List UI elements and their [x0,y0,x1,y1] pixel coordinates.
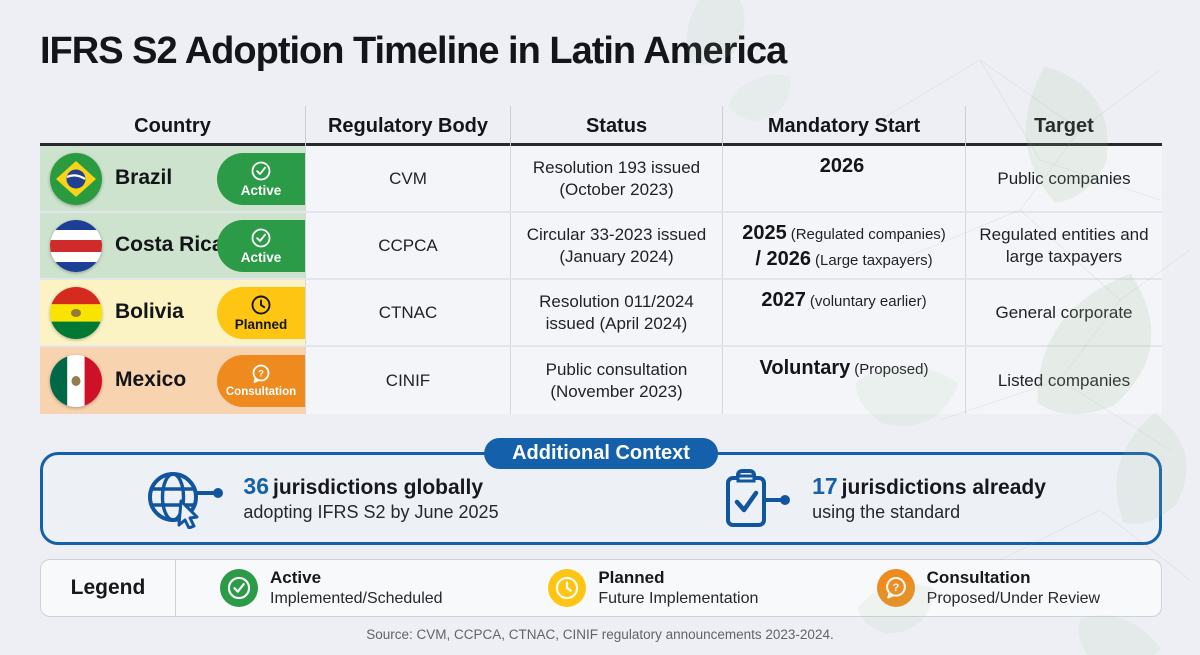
country-name: Brazil [115,166,173,190]
check-circle-icon [220,569,258,607]
context-heading: jurisdictions globally [273,476,484,500]
legend-item-title: Planned [598,568,665,588]
mexico-flag-icon [50,354,102,407]
target-cell: General corporate [965,280,1162,345]
regulatory-body-cell: CINIF [305,347,510,414]
status-badge-label: Consultation [225,385,297,398]
table-row-costa-rica: Costa Rica Active CCPCA Circular 33-2023… [40,213,1162,280]
legend-bar: Legend Active Implemented/Scheduled Plan… [40,559,1162,617]
country-name: Bolivia [115,300,184,324]
mandatory-start-cell: 2025 (Regulated companies) / 2026 (Large t… [722,213,965,278]
clock-icon [548,569,587,607]
status-cell: Public consultation (November 2023) [510,347,722,414]
legend-item-desc: Future Implementation [598,589,759,607]
legend-item-title: Active [270,568,322,588]
question-bubble-icon: ? [252,364,270,383]
legend-item-desc: Implemented/Scheduled [270,589,443,607]
status-badge: Active [217,152,305,205]
status-badge-label: Active [240,182,282,198]
status-badge: Active [217,219,305,272]
context-text: 36 jurisdictions globally adopting IFRS S… [243,473,498,524]
header-regulatory-body: Regulatory Body [305,106,510,146]
legend-item-active: Active Implemented/Scheduled [176,560,504,616]
context-subtext: adopting IFRS S2 by June 2025 [243,502,499,523]
legend-item-title: Consultation [926,568,1031,588]
legend-items: Active Implemented/Scheduled Planned Fut… [176,560,1161,616]
adoption-table: Country Regulatory Body Status Mandatory… [40,106,1162,414]
country-cell: Brazil Active [40,146,305,211]
status-badge: ? Consultation [217,354,305,407]
table-header-row: Country Regulatory Body Status Mandatory… [40,106,1162,146]
header-target: Target [965,106,1162,146]
country-cell: Mexico ? Consultation [40,347,305,414]
table-row-bolivia: Bolivia Planned CTNAC Resolution 011/202… [40,280,1162,347]
context-item-standard: 17 jurisdictions already using the standa… [601,468,1159,529]
status-cell: Resolution 193 issued (October 2023) [510,146,722,211]
clock-icon [251,295,271,315]
context-item-global: 36 jurisdictions globally adopting IFRS S… [43,469,601,529]
status-cell: Circular 33-2023 issued (January 2024) [510,213,722,278]
page-title: IFRS S2 Adoption Timeline in Latin Ameri… [40,30,787,72]
country-name: Costa Rica [115,233,224,257]
status-cell: Resolution 011/2024 issued (April 2024) [510,280,722,345]
table-row-brazil: Brazil Active CVM Resolution 193 issued(… [40,146,1162,213]
regulatory-body-cell: CCPCA [305,213,510,278]
check-circle-icon [251,161,271,181]
country-cell: Bolivia Planned [40,280,305,345]
country-name: Mexico [115,368,187,392]
globe-cursor-icon [148,471,224,529]
bolivia-flag-icon [50,286,102,339]
regulatory-body-cell: CVM [305,146,510,211]
context-number: 36 [243,473,269,500]
additional-context-badge: Additional Context [484,438,718,469]
context-text: 17 jurisdictions already using the standa… [812,473,1046,524]
question-bubble-icon: ? [876,569,915,607]
context-subtext: using the standard [812,502,961,523]
status-badge-label: Planned [234,316,288,332]
mandatory-start-cell: 2027 (voluntary earlier) [722,280,965,345]
header-status: Status [510,106,722,146]
brazil-flag-icon [50,152,102,205]
status-badge: Planned [217,286,305,339]
costa-rica-flag-icon [50,219,102,272]
clipboard-check-icon [726,468,791,527]
context-number: 17 [812,473,838,500]
source-note: Source: CVM, CCPCA, CTNAC, CINIF regulat… [366,627,834,642]
svg-text:?: ? [258,368,264,379]
country-cell: Costa Rica Active [40,213,305,278]
table-row-mexico: Mexico ? Consultation CINIF Public consu… [40,347,1162,414]
legend-item-planned: Planned Future Implementation [504,560,832,616]
check-circle-icon [251,228,271,248]
svg-text:?: ? [892,582,899,594]
header-country: Country [134,115,211,137]
status-badge-label: Active [240,249,282,265]
legend-title: Legend [41,560,176,616]
regulatory-body-cell: CTNAC [305,280,510,345]
context-heading: jurisdictions already [841,476,1046,500]
legend-item-desc: Proposed/Under Review [926,589,1101,607]
legend-item-consultation: ? Consultation Proposed/Under Review [833,560,1161,616]
additional-context-panel: Additional Context 36 jurisdictions globa… [40,438,1162,545]
mandatory-start-cell: 2026 [722,146,965,211]
target-cell: Listed companies [965,347,1162,414]
header-mandatory-start: Mandatory Start [722,106,965,146]
mandatory-start-cell: Voluntary (Proposed) [722,347,965,414]
target-cell: Public companies [965,146,1162,211]
target-cell: Regulated entities and large taxpayers [965,213,1162,278]
